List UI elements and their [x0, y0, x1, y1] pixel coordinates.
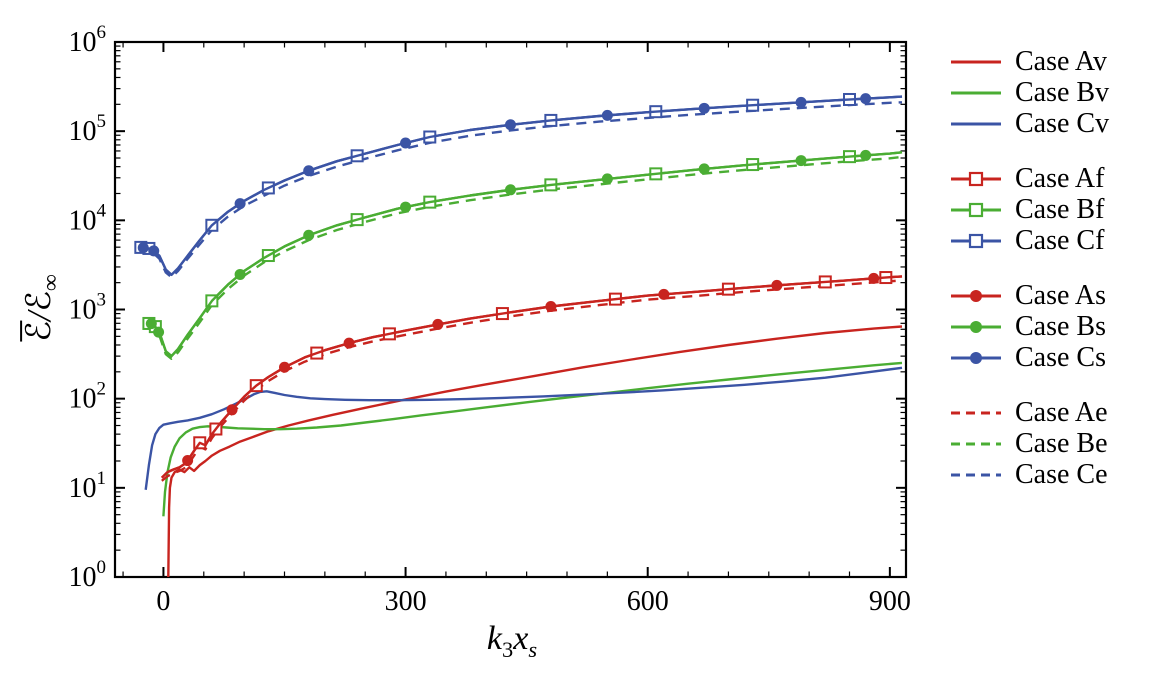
legend-item-case-cs: Case Cs [950, 342, 1109, 373]
series-line-case-cv [144, 366, 903, 490]
series-line-case-bs [147, 151, 903, 358]
y-axis-label-infinity: ∞ [37, 274, 64, 291]
y-axis-label: ℰ/ℰ∞ [19, 274, 65, 342]
legend-swatch-case-af [951, 171, 1001, 186]
legend-item-case-bs: Case Bs [950, 311, 1109, 342]
series-line-case-ce [139, 101, 903, 279]
legend-swatch-case-bv [951, 91, 1001, 94]
marker-circle-case-bs [400, 201, 412, 213]
marker-circle-case-as [182, 455, 194, 467]
legend: Case Av Case Bv Case Cv Case Af Case Bf Case … [950, 46, 1109, 490]
x-axis-label-sub3: 3 [502, 636, 514, 662]
marker-circle-case-cs [601, 109, 613, 121]
series-line-case-as [160, 275, 903, 479]
marker-circle-case-cs [505, 119, 516, 131]
marker-circle-case-as [279, 361, 290, 373]
series-line-case-av [167, 325, 903, 578]
legend-label-case-av: Case Av [1015, 45, 1108, 77]
legend-label-case-bv: Case Bv [1015, 76, 1110, 108]
legend-label-case-as: Case As [1015, 279, 1106, 311]
legend-item-case-av: Case Av [950, 46, 1109, 77]
legend-swatch-case-as [951, 289, 1001, 302]
y-tick-label: 100 [69, 557, 107, 593]
x-tick-label: 0 [156, 586, 170, 617]
marker-circle-case-bs [145, 318, 157, 330]
marker-circle-case-cs [698, 102, 710, 114]
y-tick-label: 104 [69, 200, 107, 236]
legend-label-case-bs: Case Bs [1015, 310, 1106, 342]
marker-circle-case-as [868, 272, 880, 284]
x-tick-label: 600 [627, 586, 669, 617]
marker-circle-case-bs [860, 149, 872, 161]
legend-swatch-case-cv [951, 122, 1001, 125]
legend-item-case-ae: Case Ae [950, 397, 1109, 428]
legend-swatch-case-be [951, 442, 1001, 445]
y-axis-label-numerator: ℰ [20, 320, 59, 342]
y-tick-label: 101 [69, 468, 107, 504]
y-axis-label-slash: / [21, 311, 59, 321]
marker-circle-case-cs [303, 165, 315, 177]
x-axis-label: k3xs [487, 620, 537, 663]
series-line-case-be [147, 155, 903, 360]
legend-item-case-as: Case As [950, 280, 1109, 311]
marker-circle-case-bs [234, 268, 246, 280]
marker-circle-case-bs [303, 229, 315, 241]
legend-swatch-case-bs [951, 320, 1001, 333]
marker-circle-case-as [771, 279, 783, 291]
legend-item-case-bf: Case Bf [950, 194, 1109, 225]
legend-label-case-bf: Case Bf [1015, 193, 1105, 225]
marker-circle-case-cs [400, 137, 412, 149]
legend-label-case-cs: Case Cs [1015, 341, 1106, 373]
legend-swatch-case-cf [951, 233, 1001, 248]
marker-circle-case-cs [795, 96, 807, 108]
legend-swatch-case-av [951, 60, 1001, 63]
legend-label-case-af: Case Af [1015, 162, 1105, 194]
marker-circle-case-as [545, 301, 557, 313]
x-axis-label-k: k [486, 620, 503, 657]
legend-swatch-case-ce [951, 473, 1001, 476]
legend-label-case-ce: Case Ce [1015, 458, 1108, 490]
x-axis-label-subs: s [528, 636, 538, 662]
marker-circle-case-as [432, 318, 444, 330]
legend-item-case-cv: Case Cv [950, 108, 1109, 139]
marker-circle-case-cs [137, 242, 149, 254]
marker-circle-case-bs [153, 326, 165, 338]
x-tick-label: 300 [385, 586, 427, 617]
y-tick-label: 106 [69, 22, 107, 58]
y-tick-label: 103 [69, 290, 107, 326]
marker-circle-case-as [226, 404, 238, 416]
legend-item-case-ce: Case Ce [950, 459, 1109, 490]
x-tick-label: 900 [869, 586, 911, 617]
marker-circle-case-bs [795, 155, 807, 167]
marker-circle-case-cs [860, 93, 872, 105]
y-axis-label-denominator: ℰ [21, 290, 59, 312]
legend-label-case-cf: Case Cf [1015, 224, 1105, 256]
series-line-case-bv [162, 361, 903, 517]
legend-label-case-be: Case Be [1015, 427, 1108, 459]
marker-circle-case-bs [505, 184, 516, 196]
y-tick-label: 105 [69, 111, 107, 147]
legend-swatch-case-cs [951, 351, 1001, 364]
marker-circle-case-as [343, 337, 355, 349]
legend-item-case-af: Case Af [950, 163, 1109, 194]
legend-item-case-cf: Case Cf [950, 225, 1109, 256]
x-axis-label-x: x [513, 620, 529, 657]
marker-circle-case-as [658, 288, 670, 300]
marker-circle-case-cs [234, 198, 246, 210]
legend-label-case-cv: Case Cv [1015, 107, 1110, 139]
marker-circle-case-cs [148, 245, 160, 257]
legend-swatch-case-ae [951, 411, 1001, 414]
legend-swatch-case-bf [951, 202, 1001, 217]
series-line-case-bf [147, 151, 903, 358]
legend-item-case-bv: Case Bv [950, 77, 1109, 108]
marker-circle-case-bs [601, 173, 613, 185]
y-tick-label: 102 [69, 379, 107, 415]
legend-item-case-be: Case Be [950, 428, 1109, 459]
series-line-case-cs [139, 95, 903, 276]
marker-circle-case-bs [698, 163, 710, 175]
legend-label-case-ae: Case Ae [1015, 396, 1108, 428]
